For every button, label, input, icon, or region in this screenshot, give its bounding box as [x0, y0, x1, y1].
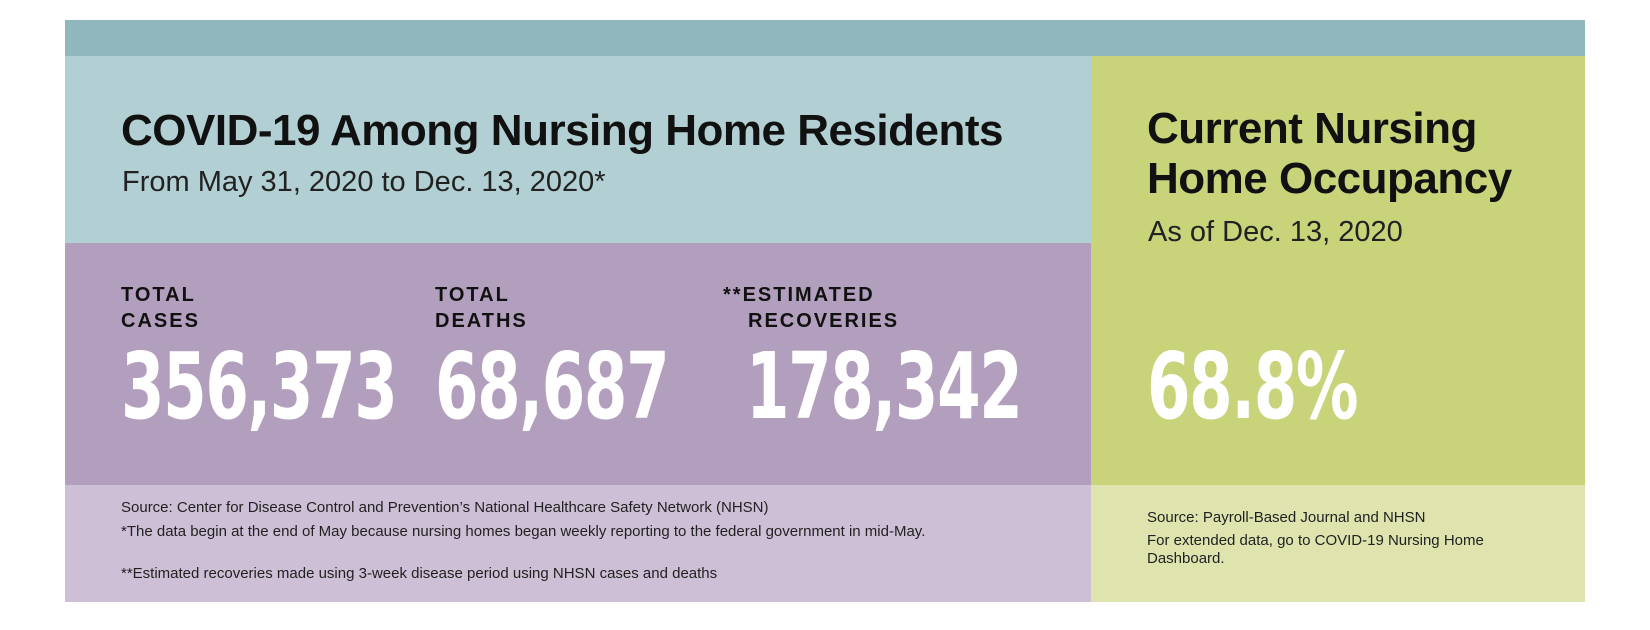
occupancy-panel: Current Nursing Home Occupancy As of Dec… [1091, 56, 1585, 602]
panel-title: COVID-19 Among Nursing Home Residents [121, 106, 1004, 155]
total-cases-label: TOTAL CASES [121, 284, 200, 332]
occupancy-main-section: Current Nursing Home Occupancy As of Dec… [1091, 56, 1585, 485]
panel-subtitle: From May 31, 2020 to Dec. 13, 2020* [122, 166, 606, 198]
occupancy-notes-section: Source: Payroll-Based Journal and NHSN F… [1091, 485, 1585, 602]
occupancy-value: 68.8% [1147, 333, 1359, 440]
occupancy-title: Current Nursing Home Occupancy [1147, 104, 1512, 203]
total-deaths-value: 68,687 [435, 333, 670, 440]
title-section: COVID-19 Among Nursing Home Residents Fr… [65, 56, 1091, 243]
nursing-home-covid-panel: COVID-19 Among Nursing Home Residents Fr… [65, 56, 1091, 602]
total-deaths-label: TOTAL DEATHS [435, 284, 528, 332]
notes-section: Source: Center for Disease Control and P… [65, 485, 1091, 602]
stats-section: TOTAL CASES 356,373 TOTAL DEATHS 68,687 … [65, 243, 1091, 485]
recoveries-footnote: **Estimated recoveries made using 3-week… [121, 565, 718, 582]
dashboard-note: For extended data, go to COVID-19 Nursin… [1147, 532, 1484, 567]
source-note: Source: Center for Disease Control and P… [121, 499, 769, 516]
total-cases-value: 356,373 [121, 333, 398, 440]
occupancy-source-note: Source: Payroll-Based Journal and NHSN [1147, 509, 1426, 526]
estimated-recoveries-value: 178,342 [746, 333, 1023, 440]
estimated-recoveries-label: **ESTIMATED RECOVERIES [723, 284, 900, 332]
data-start-footnote: *The data begin at the end of May becaus… [121, 523, 926, 540]
occupancy-subtitle: As of Dec. 13, 2020 [1148, 216, 1403, 248]
top-banner-bar [65, 20, 1585, 56]
